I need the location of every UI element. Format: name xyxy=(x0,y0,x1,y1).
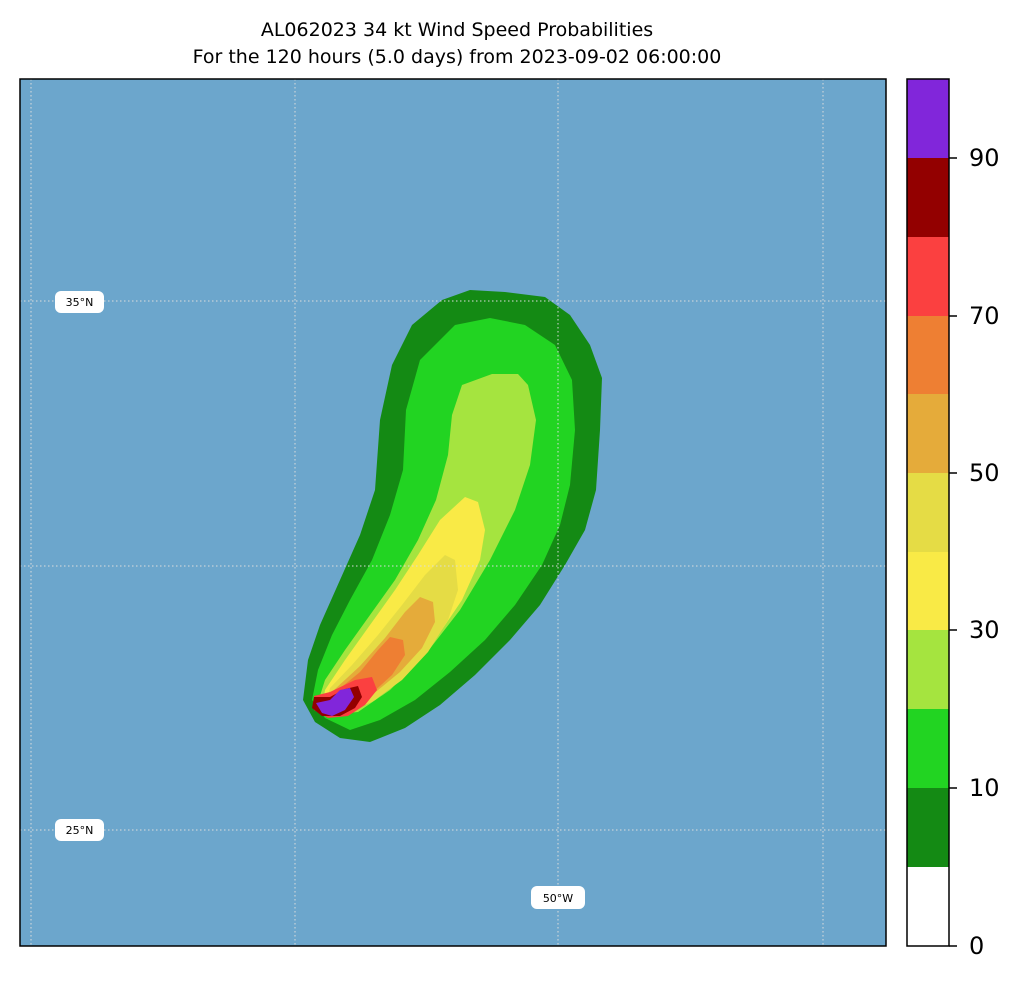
map-title-line-1: AL062023 34 kt Wind Speed Probabilities xyxy=(260,19,654,41)
colorbar-tick-label: 70 xyxy=(969,302,1000,330)
colorbar-band xyxy=(907,630,949,709)
map-gridlines xyxy=(20,79,886,946)
colorbar-frame xyxy=(906,78,950,947)
colorbar-bands xyxy=(907,79,949,946)
probability-swath xyxy=(303,290,602,742)
colorbar-band xyxy=(907,788,949,867)
grid-label-25n-text: 25°N xyxy=(66,824,94,837)
grid-label-25n-background xyxy=(55,819,104,841)
grid-label-25n: 25°N xyxy=(55,819,104,841)
colorbar-band xyxy=(907,158,949,237)
grid-label-35n-background xyxy=(55,291,104,313)
map-title-line-2: For the 120 hours (5.0 days) from 2023-0… xyxy=(192,46,722,68)
colorbar-tick-label: 30 xyxy=(969,616,1000,644)
contour-90-100 xyxy=(316,688,354,716)
grid-label-50w: 50°W xyxy=(531,886,585,909)
map-frame xyxy=(19,78,887,947)
colorbar-tick-label: 90 xyxy=(969,144,1000,172)
grid-label-50w-text: 50°W xyxy=(543,892,573,905)
colorbar-band xyxy=(907,473,949,552)
colorbar-band xyxy=(907,867,949,946)
colorbar-band xyxy=(907,79,949,158)
grid-label-35n: 35°N xyxy=(55,291,104,313)
colorbar-band xyxy=(907,709,949,788)
grid-label-50w-background xyxy=(531,886,585,909)
map-panel: 35°N 25°N 50°W xyxy=(19,78,887,947)
grid-label-35n-text: 35°N xyxy=(66,296,94,309)
colorbar-band xyxy=(907,552,949,630)
colorbar-band xyxy=(907,394,949,473)
colorbar-tick-label: 10 xyxy=(969,774,1000,802)
colorbar-tick-label: 50 xyxy=(969,459,1000,487)
colorbar-tick-label: 0 xyxy=(969,932,984,960)
colorbar: 0 10 30 50 70 90 xyxy=(906,78,1000,960)
colorbar-band xyxy=(907,316,949,394)
colorbar-ticks: 0 10 30 50 70 90 xyxy=(949,144,1000,960)
colorbar-band xyxy=(907,237,949,316)
